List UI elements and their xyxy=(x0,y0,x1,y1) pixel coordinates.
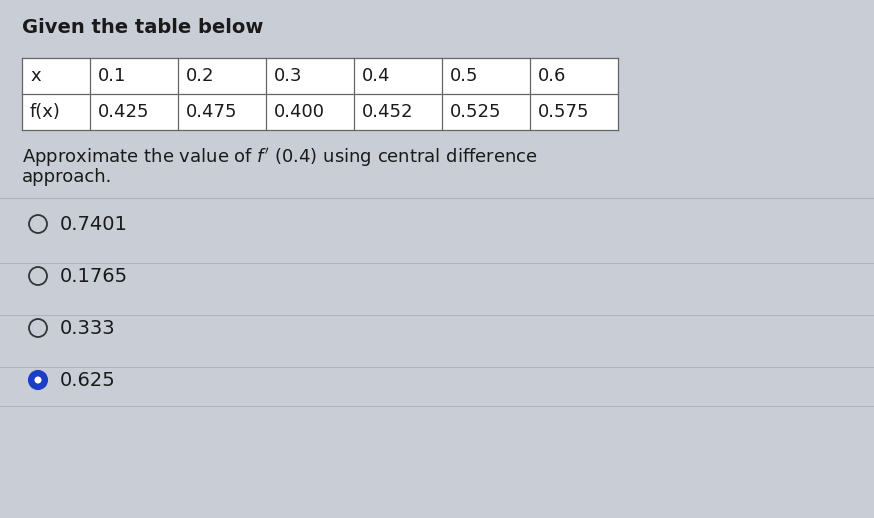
Text: 0.1765: 0.1765 xyxy=(60,266,128,285)
Text: Approximate the value of $f'$ (0.4) using central difference: Approximate the value of $f'$ (0.4) usin… xyxy=(22,146,538,169)
Text: 0.4: 0.4 xyxy=(362,67,391,85)
Text: 0.475: 0.475 xyxy=(186,103,238,121)
Text: 0.575: 0.575 xyxy=(538,103,589,121)
Bar xyxy=(22,58,618,130)
Text: x: x xyxy=(30,67,40,85)
Text: 0.3: 0.3 xyxy=(274,67,302,85)
Text: 0.425: 0.425 xyxy=(98,103,149,121)
Text: 0.2: 0.2 xyxy=(186,67,214,85)
Circle shape xyxy=(29,371,47,389)
Text: Given the table below: Given the table below xyxy=(22,18,263,37)
Text: 0.6: 0.6 xyxy=(538,67,566,85)
Text: 0.7401: 0.7401 xyxy=(60,214,128,234)
Text: 0.333: 0.333 xyxy=(60,319,115,338)
Text: 0.525: 0.525 xyxy=(450,103,502,121)
Text: f(x): f(x) xyxy=(30,103,61,121)
Text: 0.1: 0.1 xyxy=(98,67,127,85)
Text: 0.5: 0.5 xyxy=(450,67,478,85)
Text: 0.400: 0.400 xyxy=(274,103,325,121)
Text: 0.625: 0.625 xyxy=(60,370,115,390)
Text: 0.452: 0.452 xyxy=(362,103,413,121)
Circle shape xyxy=(34,377,41,383)
Text: approach.: approach. xyxy=(22,168,113,186)
